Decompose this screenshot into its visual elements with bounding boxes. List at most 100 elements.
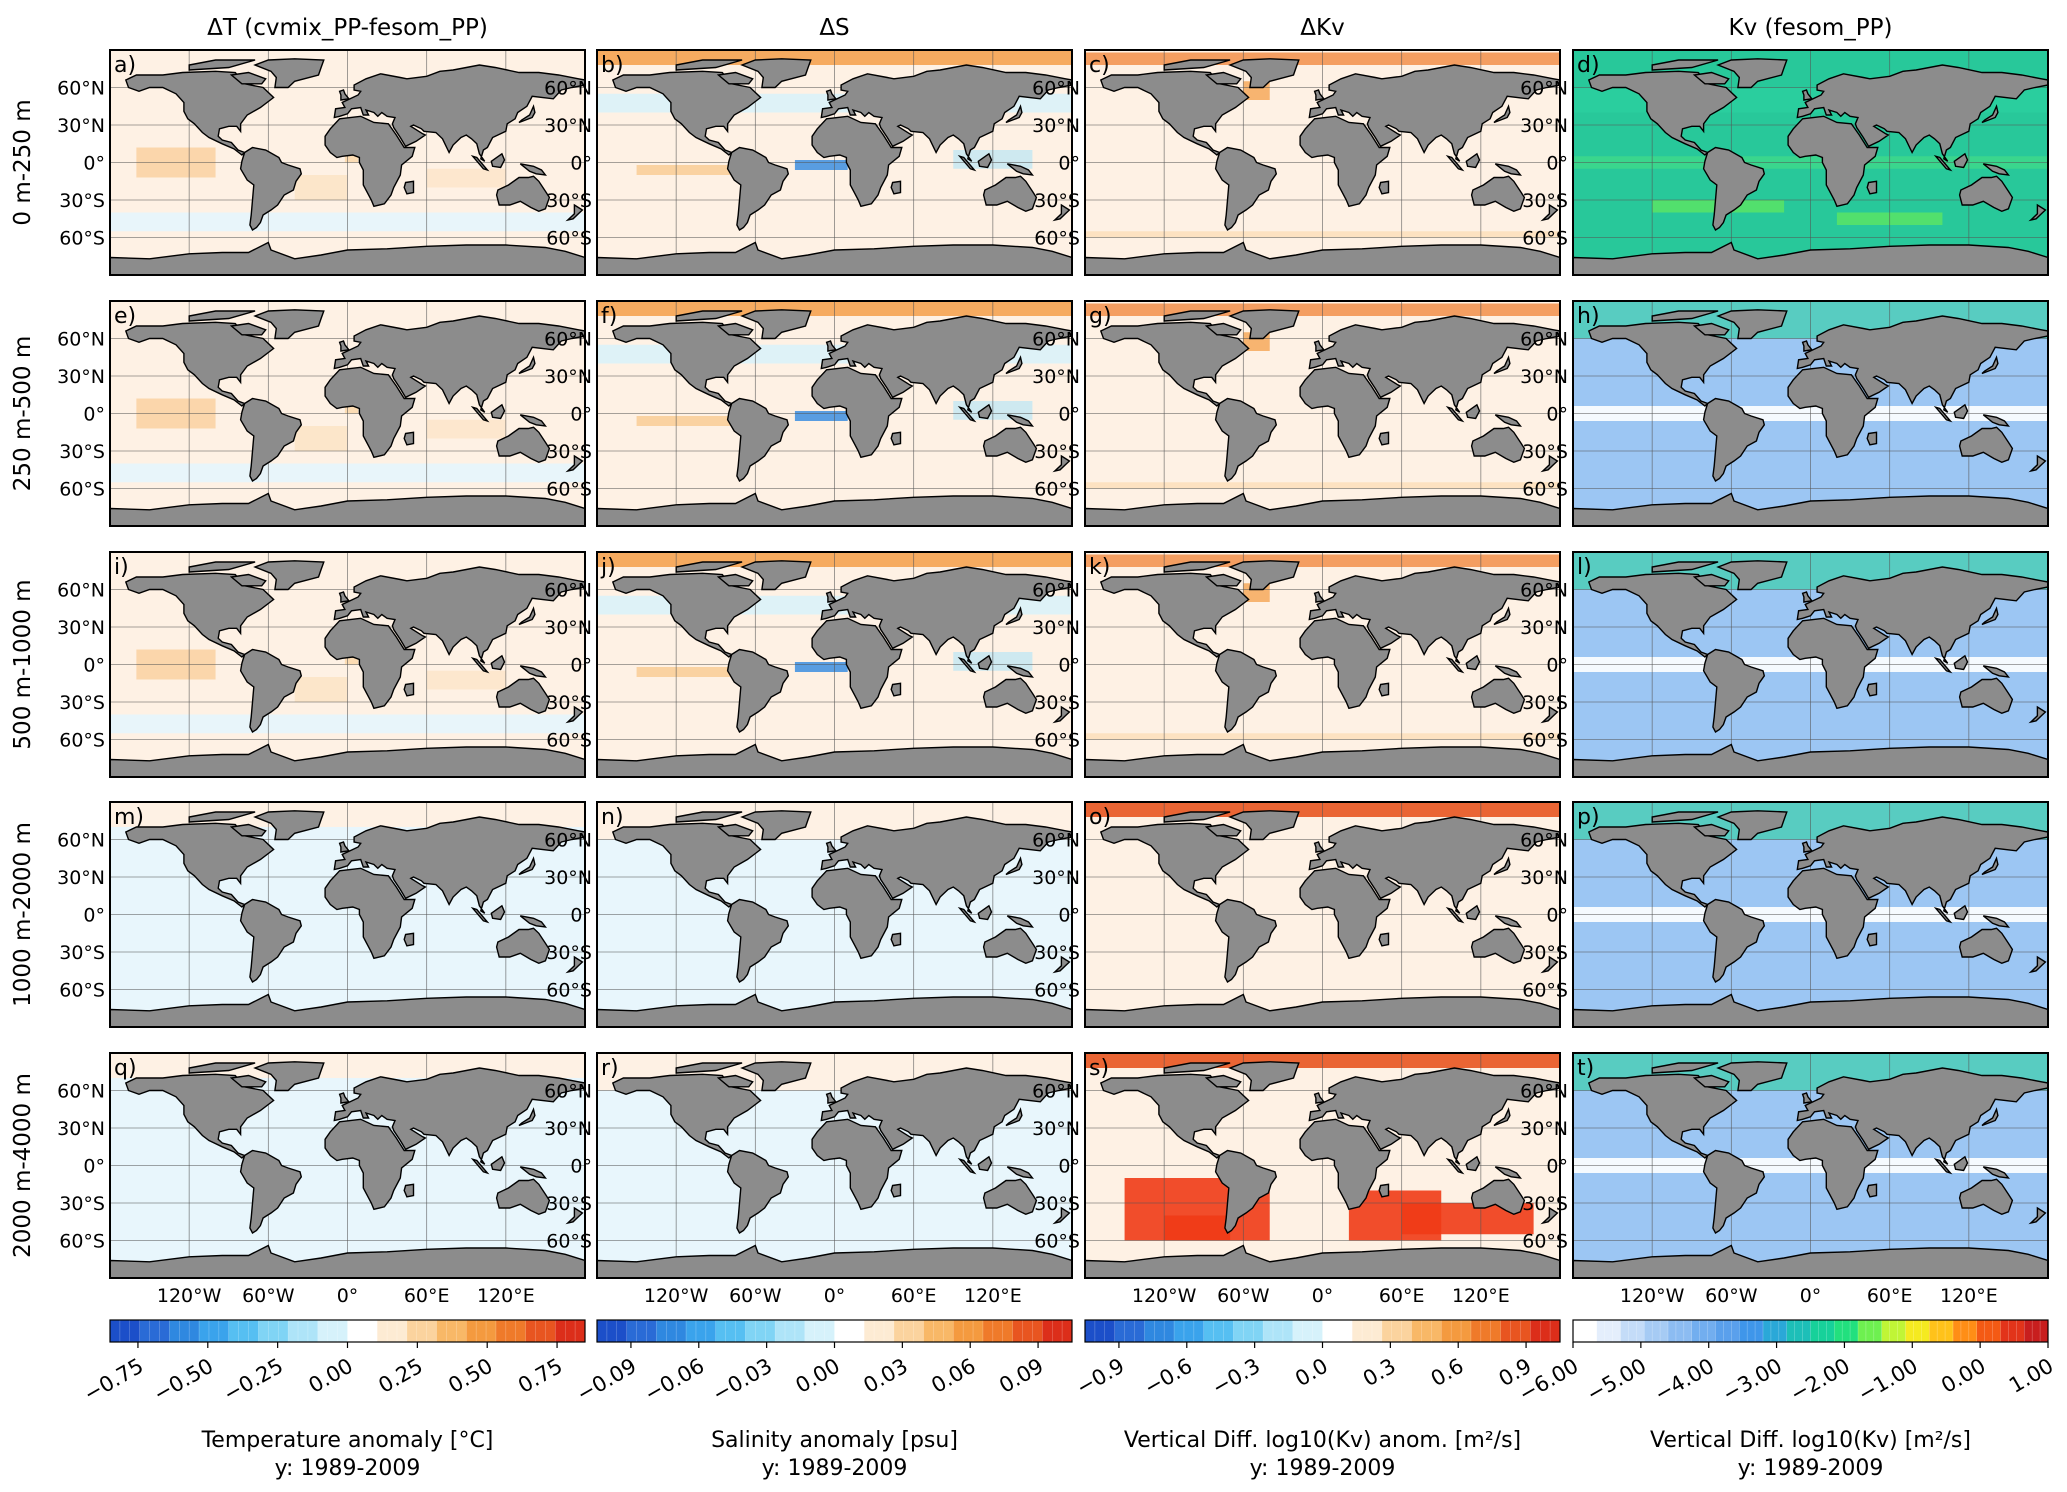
landmass — [1796, 566, 2048, 664]
lat-tick-label: 30°S — [1034, 692, 1080, 714]
lat-tick-label: 0° — [1058, 905, 1080, 927]
landmass — [1692, 322, 1730, 336]
lat-tick-label: 30°S — [1034, 441, 1080, 463]
landmass — [1214, 648, 1278, 733]
landmass — [403, 431, 415, 446]
colorbar-tick-label: 0.3 — [1359, 1354, 1400, 1391]
landmass — [726, 1149, 790, 1234]
anomaly-band — [294, 175, 348, 200]
lon-tick-label: 120°W — [1620, 1285, 1685, 1307]
landmass — [1540, 203, 1559, 222]
panel-frame — [1084, 551, 1561, 778]
landmass — [1465, 1155, 1481, 1172]
landmass — [1445, 656, 1465, 674]
landmass — [229, 71, 267, 85]
landmass — [1378, 1183, 1390, 1198]
landmass — [110, 492, 585, 526]
colorbar-swatch — [864, 1320, 895, 1342]
lat-tick-label: 30°S — [1034, 1193, 1080, 1215]
colorbar-swatch — [1953, 1320, 1978, 1342]
landmass — [403, 1183, 415, 1198]
panel-label: q) — [114, 1056, 137, 1081]
lat-tick-label: 60°S — [1522, 479, 1568, 501]
colorbar-swatch — [1668, 1320, 1693, 1342]
map-panel: j) 60°N 30°N 0° 30°S 60°S — [544, 551, 1073, 778]
landmass — [1953, 152, 1969, 169]
landmass — [333, 64, 585, 162]
lat-tick-label: 60°S — [59, 730, 105, 752]
landmass — [338, 841, 351, 853]
landmass — [740, 309, 812, 340]
landmass — [1540, 705, 1559, 724]
lat-tick-label: 0° — [83, 905, 105, 927]
lat-tick-label: 60°S — [546, 980, 592, 1002]
landmass — [1702, 648, 1766, 733]
landmass — [495, 175, 551, 213]
colorbar-tick-label: −0.06 — [641, 1354, 709, 1407]
colorbar-swatch — [169, 1320, 200, 1342]
lat-tick-label: 30°S — [1522, 441, 1568, 463]
colorbar-swatch — [1976, 1320, 2001, 1342]
lat-tick-label: 60°N — [57, 1081, 105, 1103]
lat-tick-label: 30°S — [546, 441, 592, 463]
colorbar-tick-label: −4.00 — [1650, 1354, 1718, 1407]
landmass — [1313, 340, 1326, 352]
colorbar-tick-label: 0.00 — [304, 1354, 357, 1398]
lon-tick-label: 60°W — [1217, 1285, 1270, 1307]
landmass — [253, 560, 325, 591]
map-panel: f) 60°N 30°N 0° 30°S 60°S — [544, 300, 1073, 527]
landmass — [1006, 163, 1035, 176]
landmass — [825, 340, 838, 352]
landmass — [1006, 665, 1035, 678]
map-panel: p) 60°N 30°N 0° 30°S 60°S — [1520, 801, 2049, 1028]
colorbar-label: Temperature anomaly [°C] — [201, 1428, 494, 1453]
landmass — [2028, 203, 2047, 222]
landmass — [977, 654, 993, 671]
landmass — [470, 656, 490, 674]
lat-tick-label: 60°N — [1520, 1081, 1568, 1103]
lat-tick-label: 30°S — [59, 692, 105, 714]
lat-tick-label: 60°N — [1032, 78, 1080, 100]
colorbar-swatch — [804, 1320, 835, 1342]
colorbar-tick-label: 0.50 — [444, 1354, 497, 1398]
lat-tick-label: 30°N — [1520, 867, 1568, 889]
landmass — [1494, 414, 1523, 427]
landmass — [1494, 915, 1523, 928]
lat-tick-label: 60°N — [544, 1081, 592, 1103]
landmass — [495, 1178, 551, 1216]
landmass — [597, 993, 1072, 1027]
landmass — [1651, 1062, 1719, 1074]
landmass — [1958, 175, 2014, 213]
landmass — [1540, 1206, 1559, 1225]
colorbar-swatch — [1858, 1320, 1883, 1342]
landmass — [1493, 606, 1511, 626]
lat-tick-label: 60°S — [546, 1231, 592, 1253]
colorbar-tick-label: −0.25 — [219, 1354, 287, 1407]
landmass — [1953, 1155, 1969, 1172]
colorbar-label: Vertical Diff. log10(Kv) [m²/s] — [1650, 1428, 1971, 1453]
landmass — [229, 823, 267, 837]
landmass — [1493, 856, 1511, 876]
landmass — [229, 322, 267, 336]
colorbar-swatch — [1381, 1320, 1413, 1342]
lon-tick-label: 60°E — [1867, 1285, 1913, 1307]
colorbar-swatch — [377, 1320, 408, 1342]
colorbar-swatch — [953, 1320, 984, 1342]
landmass — [1494, 1166, 1523, 1179]
landmass — [1052, 955, 1071, 974]
landmass — [1958, 426, 2014, 464]
lat-tick-label: 30°S — [546, 190, 592, 212]
landmass — [675, 1062, 743, 1074]
lat-tick-label: 30°S — [1522, 942, 1568, 964]
landmass — [324, 115, 416, 208]
landmass — [1981, 1107, 1999, 1127]
landmass — [1692, 573, 1730, 587]
column-header: ΔT (cvmix_PP-fesom_PP) — [207, 15, 488, 41]
lat-tick-label: 60°N — [1032, 580, 1080, 602]
landmass — [110, 1244, 585, 1278]
lat-tick-label: 30°N — [57, 867, 105, 889]
lat-tick-label: 60°N — [1032, 1081, 1080, 1103]
landmass — [1787, 1118, 1879, 1211]
landmass — [1163, 1062, 1231, 1074]
lat-tick-label: 60°S — [1522, 228, 1568, 250]
